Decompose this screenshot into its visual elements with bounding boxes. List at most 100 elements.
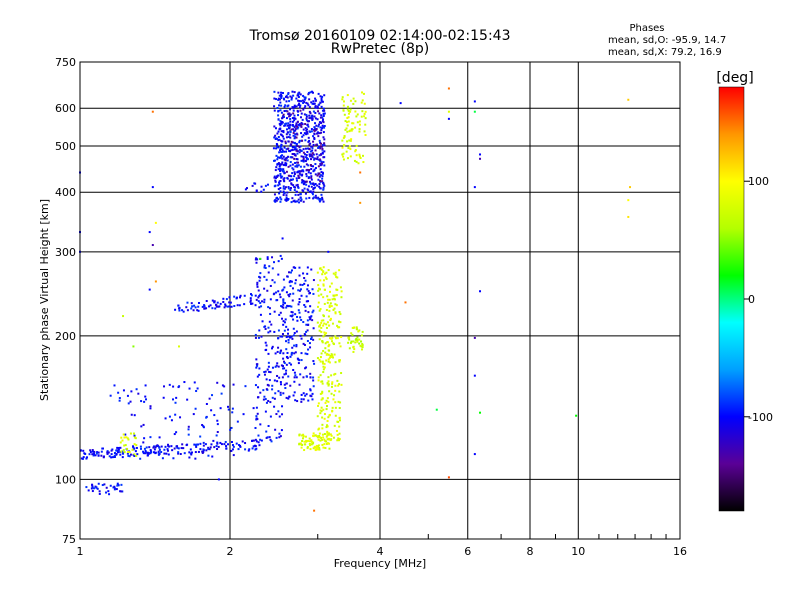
data-point [111,448,114,451]
data-point [275,299,278,302]
data-point [292,131,295,134]
data-point [302,157,305,160]
data-point [293,119,296,122]
data-point [265,401,268,404]
data-point [283,150,286,153]
data-point [343,113,346,116]
data-point [327,383,330,386]
data-point [288,113,291,116]
data-point [158,448,161,451]
data-point [312,434,315,437]
data-point [344,128,347,131]
data-point [319,356,322,359]
data-point [107,490,110,493]
data-point [257,300,260,303]
data-point [352,346,355,349]
data-point [320,97,323,100]
data-point [350,332,353,335]
data-point [321,127,324,130]
data-point [135,444,138,447]
data-point [110,449,113,452]
data-point [307,177,310,180]
data-point [306,102,309,105]
data-point [334,271,337,274]
data-point [102,456,105,459]
data-point [276,158,279,161]
data-point [338,311,341,314]
data-point [202,441,205,444]
data-point [296,152,299,155]
data-point [305,175,308,178]
data-point [300,123,303,126]
data-point [299,373,302,376]
data-point [308,106,311,109]
data-point [278,293,281,296]
data-point [312,447,315,450]
data-point [278,94,281,97]
data-point [346,157,349,160]
data-point [334,414,337,417]
data-point [129,400,132,403]
data-point [304,279,307,282]
data-point [126,437,129,440]
data-point [315,143,318,146]
data-point [282,365,285,368]
data-point [110,456,113,459]
data-point [285,340,288,343]
data-point [292,128,295,131]
data-point [267,384,270,387]
data-point [157,453,160,456]
data-point [296,319,299,322]
data-point [293,153,296,156]
data-point [294,154,297,157]
data-point [258,294,261,297]
data-point [336,420,339,423]
data-point [330,392,333,395]
data-point [321,171,324,174]
data-point [357,330,360,333]
data-point [289,355,292,358]
data-point [284,158,287,161]
data-point [319,267,322,270]
data-point [162,396,165,399]
data-point [203,307,206,310]
data-point [284,159,287,162]
data-point [287,335,290,338]
data-point [328,349,331,352]
data-point [262,389,265,392]
data-point [254,333,257,336]
data-point [235,442,238,445]
data-point [122,389,125,392]
data-point [361,342,364,345]
data-point [314,194,317,197]
data-point [303,440,306,443]
data-point [287,165,290,168]
data-point [263,395,266,398]
data-point [275,147,278,150]
data-point [287,104,290,107]
data-point [282,113,285,116]
data-point [282,193,285,196]
data-point [312,190,315,193]
data-point [288,336,291,339]
data-point [309,448,312,451]
data-point [355,337,358,340]
data-point [447,87,450,90]
data-point [254,336,257,339]
data-point [226,305,229,308]
data-point [196,387,199,390]
data-point [300,294,303,297]
data-point [338,360,341,363]
data-point [309,182,312,185]
data-point [310,440,313,443]
data-point [341,98,344,101]
data-point [130,413,133,416]
data-point [479,153,482,156]
data-point [361,99,364,102]
data-point [193,381,196,384]
data-point [89,450,92,453]
data-point [279,155,282,158]
data-point [361,330,364,333]
data-point [283,373,286,376]
data-point [299,165,302,168]
